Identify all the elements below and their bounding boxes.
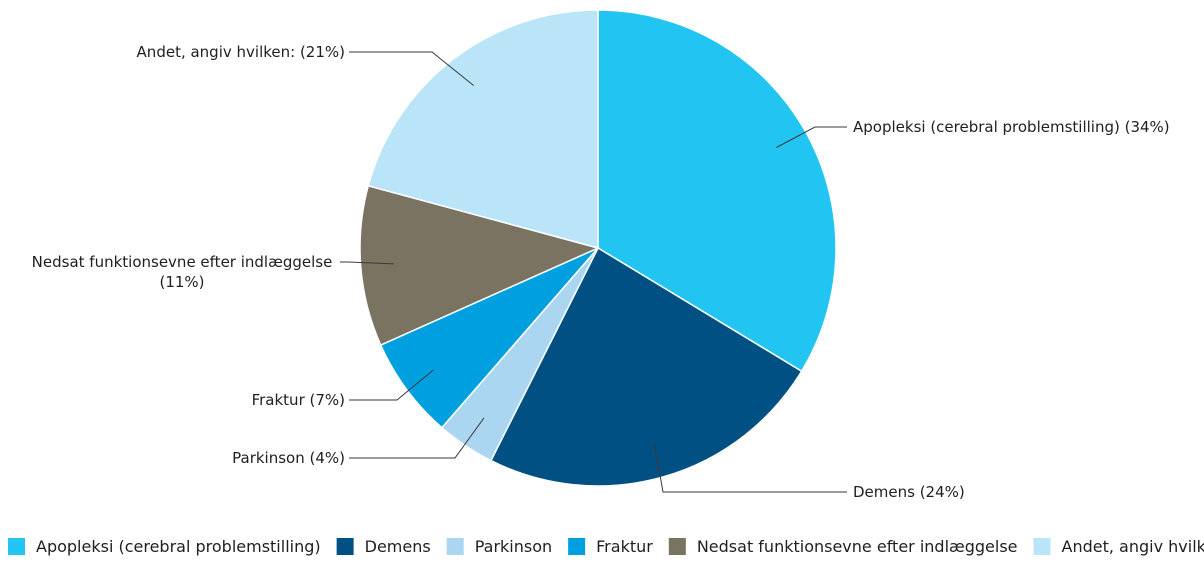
leader-line-fraktur [349,369,434,401]
legend-item-nedsat-funktionsevne-efter-indl-ggelse: Nedsat funktionsevne efter indlæggelse [668,537,1018,556]
legend-swatch-andet-angiv-hvilken [1033,538,1051,555]
legend-label-andet-angiv-hvilken: Andet, angiv hvilken: [1062,537,1204,556]
pie-slices [359,9,837,487]
legend: Apopleksi (cerebral problemstilling) Deme… [8,537,1204,556]
legend-item-fraktur: Fraktur [568,537,653,556]
slice-label-fraktur: Fraktur (7%) [252,391,345,409]
legend-label-demens: Demens [365,537,431,556]
leader-line-parkinson [349,417,485,459]
legend-item-andet-angiv-hvilken: Andet, angiv hvilken: [1033,537,1204,556]
legend-label-nedsat-funktionsevne-efter-indl-ggelse: Nedsat funktionsevne efter indlæggelse [697,537,1018,556]
leader-line-apopleksi-cerebral-problemstilling [776,126,847,148]
slice-nedsat-funktionsevne-efter-indl-ggelse [359,184,601,347]
legend-swatch-fraktur [568,538,586,555]
slice-apopleksi-cerebral-problemstilling [597,9,837,373]
legend-swatch-nedsat-funktionsevne-efter-indl-ggelse [668,538,686,555]
leader-line-demens [654,444,847,493]
legend-item-demens: Demens [336,537,431,556]
leader-line-nedsat-funktionsevne-efter-indl-ggelse [340,261,394,265]
slice-label-andet-angiv-hvilken: Andet, angiv hvilken: (21%) [137,43,345,61]
legend-label-fraktur: Fraktur [596,537,653,556]
slice-fraktur [379,247,599,429]
slice-labels: Apopleksi (cerebral problemstilling) (34… [32,43,1170,501]
legend-item-apopleksi-cerebral-problemstilling: Apopleksi (cerebral problemstilling) [8,537,321,556]
legend-label-parkinson: Parkinson [475,537,552,556]
legend-swatch-demens [336,538,354,555]
legend-label-apopleksi-cerebral-problemstilling: Apopleksi (cerebral problemstilling) [36,537,321,556]
slice-andet-angiv-hvilken [367,9,599,249]
slice-label-parkinson: Parkinson (4%) [232,449,345,467]
slice-label-apopleksi-cerebral-problemstilling: Apopleksi (cerebral problemstilling) (34… [853,118,1170,136]
legend-item-parkinson: Parkinson [446,537,552,556]
legend-swatch-apopleksi-cerebral-problemstilling [8,538,25,555]
legend-swatch-parkinson [446,538,464,555]
leader-line-andet-angiv-hvilken [349,51,474,86]
slice-label-nedsat-funktionsevne-efter-indl-ggelse: Nedsat funktionsevne efter indlæggelse (1… [32,253,333,291]
slice-label-demens: Demens (24%) [853,483,965,501]
